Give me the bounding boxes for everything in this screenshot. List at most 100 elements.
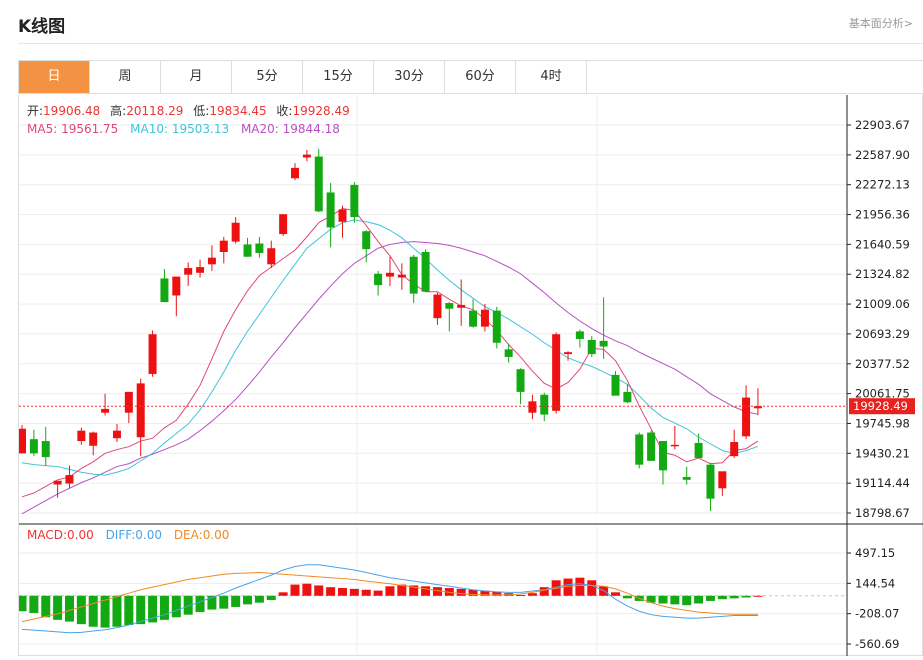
macd-bar-up: [349, 588, 359, 596]
macd-bar-down: [64, 595, 74, 622]
tab-day[interactable]: 日: [19, 61, 90, 93]
price-tick-label: 19114.44: [855, 476, 910, 490]
candle-up: [742, 397, 751, 437]
macd-bar-down: [231, 595, 241, 607]
tab-month[interactable]: 月: [161, 61, 232, 93]
tab-30min[interactable]: 30分: [374, 61, 445, 93]
candle-down: [658, 441, 667, 471]
macd-bar-down: [670, 595, 680, 605]
candle-up: [552, 334, 561, 411]
macd-bar-down: [705, 595, 715, 601]
candle-up: [18, 428, 26, 454]
macd-bar-up: [587, 580, 597, 596]
macd-bar-down: [29, 595, 39, 613]
macd-bar-up: [539, 587, 549, 596]
tab-4h[interactable]: 4时: [516, 61, 587, 93]
candle-down: [469, 310, 478, 327]
page-title: K线图: [18, 17, 66, 37]
candle-up: [89, 432, 98, 446]
candle-down: [350, 184, 359, 218]
current-price-badge: [849, 398, 915, 415]
macd-bar-down: [112, 595, 122, 627]
macd-readout: MACD:0.00 DIFF:0.00 DEA:0.00: [27, 528, 229, 542]
candle-down: [29, 439, 38, 454]
price-tick-label: 19430.21: [855, 446, 910, 460]
fundamental-analysis-link[interactable]: 基本面分析>: [848, 17, 913, 30]
candle-down: [504, 349, 513, 357]
macd-bar-up: [314, 585, 324, 596]
macd-bar-up: [409, 585, 419, 596]
candle-up: [753, 406, 762, 409]
macd-bar-down: [76, 595, 86, 625]
candle-down: [362, 231, 371, 250]
price-tick-label: 19745.98: [855, 416, 910, 430]
ma10-line: [21, 219, 759, 476]
tab-5min[interactable]: 5分: [232, 61, 303, 93]
macd-bar-down: [207, 595, 217, 610]
candle-down: [575, 331, 584, 339]
diff-line: [21, 564, 758, 634]
price-tick-label: 21956.36: [855, 208, 910, 222]
macd-bar-down: [254, 595, 264, 603]
price-tick-label: 22272.13: [855, 178, 910, 192]
ma-readout: MA5: 19561.75 MA10: 19503.13 MA20: 19844…: [27, 122, 340, 136]
candle-down: [635, 434, 644, 465]
candle-down: [599, 340, 608, 347]
tab-bar-filler: [587, 61, 923, 93]
price-tick-label: 22587.90: [855, 148, 910, 162]
candle-down: [374, 273, 383, 286]
macd-bar-down: [88, 595, 98, 627]
candle-down: [623, 391, 632, 403]
macd-bar-up: [492, 591, 502, 596]
candle-down: [41, 441, 50, 458]
tab-15min[interactable]: 15分: [303, 61, 374, 93]
macd-bar-down: [266, 595, 276, 601]
kline-chart[interactable]: 22903.67 22587.90 22272.13 21956.36 21640.59…: [17, 95, 923, 656]
candle-up: [397, 274, 406, 278]
candle-down: [421, 252, 430, 292]
tab-60min[interactable]: 60分: [445, 61, 516, 93]
macd-bar-down: [243, 595, 253, 605]
macd-bar-up: [480, 590, 490, 596]
candle-up: [528, 401, 537, 413]
macd-bar-up: [397, 584, 407, 596]
macd-bar-down: [136, 595, 146, 625]
price-tick-label: 21009.06: [855, 297, 910, 311]
period-tabs: 日 周 月 5分 15分 30分 60分 4时: [18, 60, 923, 94]
macd-bar-down: [195, 595, 205, 613]
candle-down: [445, 303, 454, 309]
macd-bar-down: [682, 595, 692, 606]
price-tick-label: 20377.52: [855, 357, 910, 371]
macd-bar-up: [611, 592, 620, 596]
candle-up: [219, 240, 228, 253]
dea-line: [21, 572, 758, 623]
macd-bar-up: [516, 594, 526, 596]
candle-up: [184, 268, 193, 275]
macd-bar-down: [694, 595, 704, 604]
candle-up: [148, 334, 157, 374]
chart-container: 22903.67 22587.90 22272.13 21956.36 21640.59…: [17, 95, 923, 656]
macd-bar-down: [100, 595, 110, 628]
candle-down: [540, 394, 549, 415]
price-tick-label: 22903.67: [855, 118, 910, 132]
macd-bar-up: [326, 587, 336, 596]
candle-up: [172, 276, 181, 296]
candle-up: [267, 248, 276, 265]
macd-bar-up: [337, 588, 347, 596]
tab-week[interactable]: 周: [90, 61, 161, 93]
candle-down: [409, 256, 418, 294]
macd-bar-down: [717, 595, 727, 600]
candle-down: [492, 310, 501, 343]
candle-down: [314, 156, 323, 212]
macd-tick-label: -208.07: [855, 607, 899, 621]
ma20-line: [21, 241, 759, 515]
candle-down: [255, 243, 264, 253]
macd-bar-down: [658, 595, 668, 604]
macd-bar-down: [729, 595, 739, 599]
macd-bar-up: [290, 584, 300, 596]
macd-bar-up: [753, 595, 763, 597]
macd-bar-down: [159, 595, 169, 620]
macd-tick-label: 144.54: [855, 576, 895, 590]
candles: [18, 148, 762, 511]
candle-up: [279, 214, 288, 235]
